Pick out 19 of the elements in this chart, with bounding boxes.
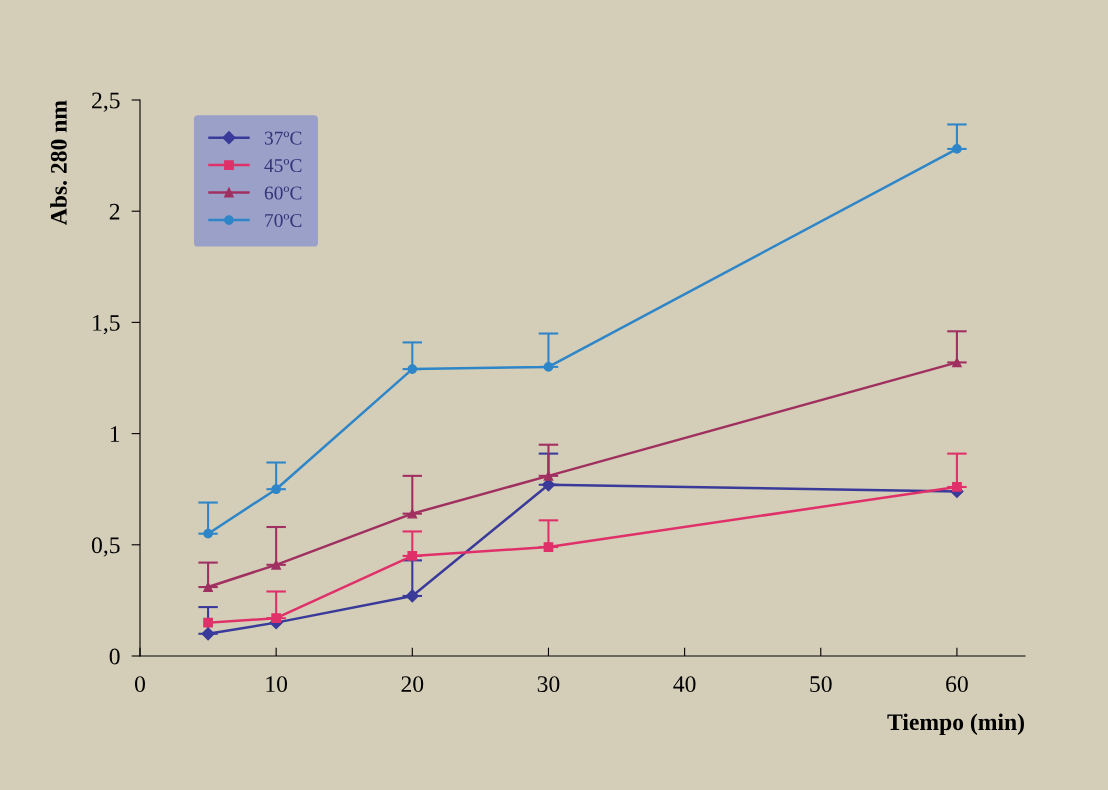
x-tick-label: 60 bbox=[946, 676, 968, 693]
y-tick-label: 2 bbox=[109, 203, 120, 220]
x-tick-label: 40 bbox=[673, 676, 696, 693]
legend-label: 37ºC bbox=[264, 131, 302, 145]
x-tick-label: 30 bbox=[537, 676, 560, 693]
y-axis-title: Abs. 280 nm bbox=[50, 100, 67, 226]
x-tick-label: 50 bbox=[810, 676, 832, 693]
legend-label: 70ºC bbox=[265, 213, 302, 228]
y-tick-label: 1 bbox=[110, 426, 120, 442]
x-axis-title: Tiempo (min) bbox=[887, 713, 1024, 735]
y-tick-label: 0,5 bbox=[91, 537, 120, 557]
x-tick-label: 20 bbox=[401, 676, 424, 693]
x-tick-label: 0 bbox=[135, 676, 145, 693]
y-tick-label: 1,5 bbox=[93, 315, 120, 335]
x-tick-label: 10 bbox=[266, 676, 288, 693]
y-tick-label: 2,5 bbox=[92, 92, 120, 112]
legend-label: 45ºC bbox=[264, 158, 302, 173]
legend-label: 60ºC bbox=[264, 186, 302, 200]
y-tick-label: 0 bbox=[109, 648, 120, 665]
